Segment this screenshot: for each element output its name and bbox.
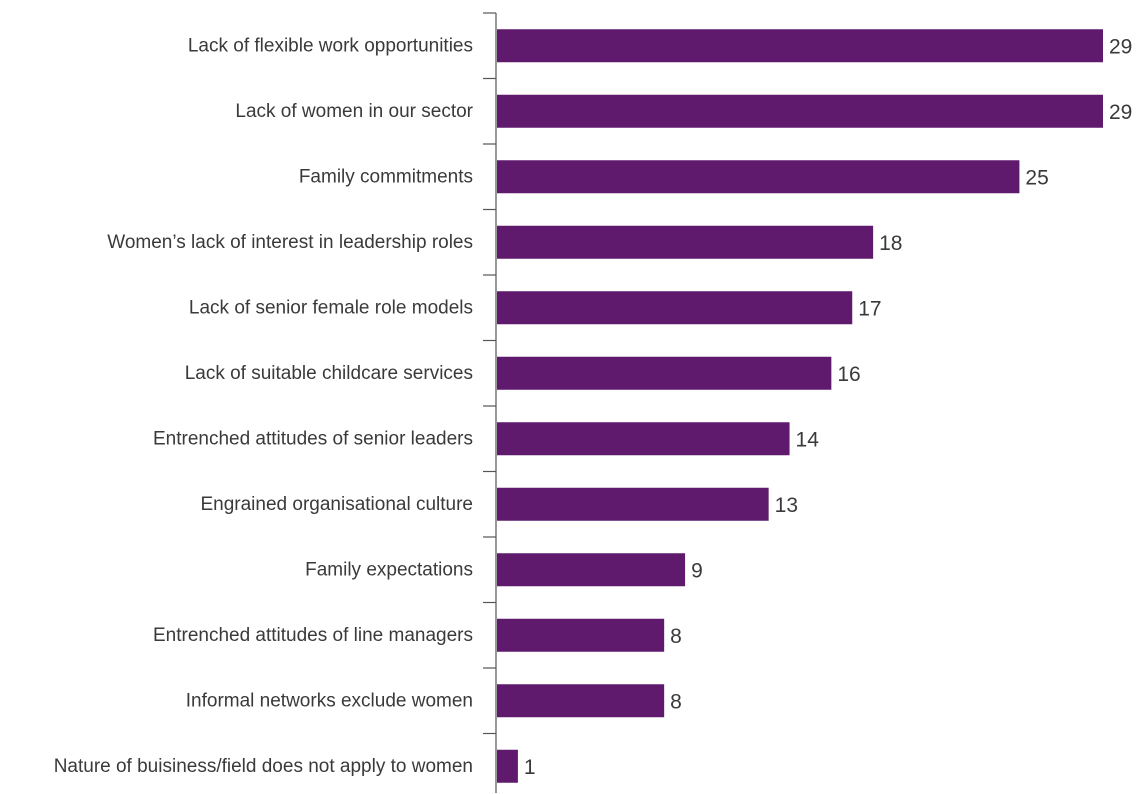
bar <box>497 94 1103 128</box>
category-label: Nature of buisiness/field does not apply… <box>54 756 473 777</box>
category-label: Lack of flexible work opportunities <box>188 35 473 56</box>
category-label: Lack of senior female role models <box>189 297 473 318</box>
bars-group <box>497 29 1103 783</box>
category-label: Family commitments <box>299 166 473 187</box>
bar <box>497 618 665 652</box>
bar <box>497 356 832 390</box>
value-label: 8 <box>670 690 682 713</box>
category-label: Women’s lack of interest in leadership r… <box>107 232 473 253</box>
value-labels: 29 29 25 18 17 16 14 13 9 8 8 1 <box>524 35 1132 779</box>
value-label: 25 <box>1025 166 1048 189</box>
y-axis-ticks <box>483 12 496 735</box>
category-label: Informal networks exclude women <box>186 690 473 711</box>
category-label: Lack of suitable childcare services <box>185 363 473 384</box>
value-label: 29 <box>1109 35 1132 58</box>
category-labels: Lack of flexible work opportunities Lack … <box>54 35 474 777</box>
value-label: 17 <box>858 297 881 320</box>
bar <box>497 422 790 456</box>
bar <box>497 553 686 587</box>
bar <box>497 160 1020 194</box>
value-label: 18 <box>879 232 902 255</box>
category-label: Entrenched attitudes of senior leaders <box>153 428 473 449</box>
value-label: 8 <box>670 625 682 648</box>
category-label: Lack of women in our sector <box>235 101 473 122</box>
value-label: 14 <box>796 428 820 451</box>
value-label: 9 <box>691 559 703 582</box>
bar <box>497 225 874 259</box>
category-label: Entrenched attitudes of line managers <box>153 625 473 646</box>
bar <box>497 684 665 718</box>
category-label: Engrained organisational culture <box>200 494 473 515</box>
value-label: 1 <box>524 756 536 779</box>
bar <box>497 487 769 521</box>
bar <box>497 29 1103 63</box>
bar <box>497 749 518 783</box>
value-label: 16 <box>837 363 860 386</box>
value-label: 29 <box>1109 101 1132 124</box>
bar <box>497 291 853 325</box>
value-label: 13 <box>775 494 798 517</box>
category-label: Family expectations <box>305 559 473 580</box>
